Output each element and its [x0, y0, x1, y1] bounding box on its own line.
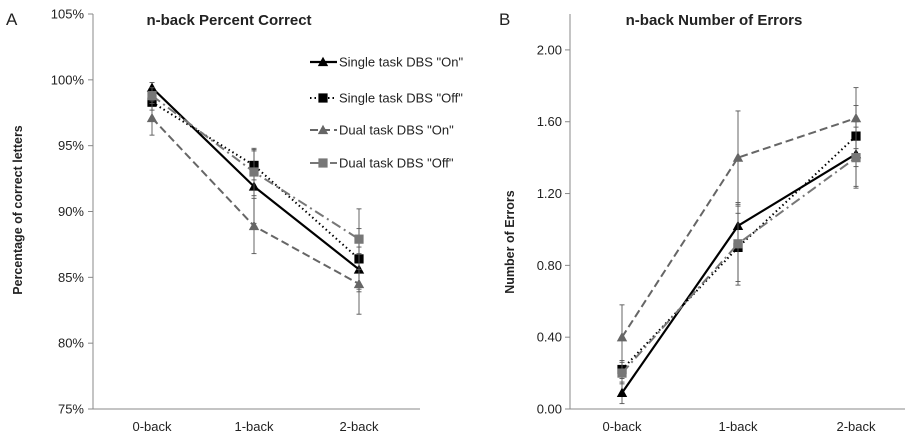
panel-a-y-tick-label: 95%: [58, 138, 84, 153]
panel-b-y-tick-label: 0.80: [537, 258, 562, 273]
panel-a-y-tick-label: 90%: [58, 204, 84, 219]
panel-a-x-tick-label: 1-back: [234, 419, 274, 434]
panel-a-letter: A: [6, 10, 18, 29]
panel-a-y-tick-label: 105%: [51, 7, 85, 22]
legend-label: Dual task DBS "Off": [339, 156, 454, 171]
legend-item-2: Single task DBS "Off": [310, 91, 463, 106]
panel-a-y-tick-label: 85%: [58, 270, 84, 285]
panel-b-x-tick-label: 0-back: [602, 419, 642, 434]
legend-marker: [317, 56, 329, 67]
legend: Single task DBS "On" Single task DBS "Off…: [310, 55, 464, 171]
data-point: [616, 387, 628, 398]
panel-a: A n-back Percent Correct Percentage of c…: [6, 7, 464, 435]
panel-b-title: n-back Number of Errors: [626, 12, 803, 29]
data-point: [733, 239, 743, 249]
data-point: [147, 91, 157, 101]
legend-marker: [318, 93, 328, 103]
panel-a-x-tick-label: 2-back: [339, 419, 379, 434]
panel-b-y-tick-label: 0.40: [537, 330, 562, 345]
panel-b-axes: 0.00 0.40 0.80 1.20 1.60 2.00 0-back 1-back 2-ba…: [537, 14, 905, 434]
data-point: [249, 167, 259, 177]
panel-b-y-tick-label: 1.60: [537, 114, 562, 129]
data-point: [850, 112, 862, 123]
panel-a-x-tick-label: 0-back: [132, 419, 172, 434]
panel-b-y-tick-label: 0.00: [537, 402, 562, 417]
legend-item-1: Single task DBS "On": [310, 55, 464, 70]
panel-a-y-tick-label: 80%: [58, 336, 84, 351]
data-point: [732, 152, 744, 162]
panel-b-y-axis-title: Number of Errors: [503, 190, 517, 294]
panel-a-series: [146, 82, 365, 315]
panel-a-series-4: [147, 87, 364, 270]
data-point: [353, 278, 365, 289]
panel-b-series: [616, 87, 862, 405]
panel-a-y-tick-label: 75%: [58, 402, 84, 417]
legend-label: Single task DBS "On": [339, 55, 464, 70]
panel-a-axes: 75% 80% 85% 90% 95% 100% 105% 0-back 1-back 2-bac…: [51, 7, 420, 434]
data-point: [248, 220, 260, 231]
data-point: [616, 331, 628, 342]
data-point: [146, 82, 158, 92]
data-point: [146, 112, 158, 123]
panel-b-series-4: [617, 126, 861, 385]
panel-a-y-axis-title: Percentage of correct letters: [11, 125, 25, 295]
panel-b-x-tick-label: 2-back: [836, 419, 876, 434]
panel-a-y-tick-label: 100%: [51, 72, 85, 87]
panel-b-y-tick-label: 1.20: [537, 186, 562, 201]
legend-label: Single task DBS "Off": [339, 91, 463, 106]
data-point: [354, 234, 364, 244]
panel-a-series-3: [146, 100, 365, 315]
legend-marker: [317, 124, 329, 135]
panel-b-y-tick-label: 2.00: [537, 42, 562, 57]
panel-a-title: n-back Percent Correct: [146, 12, 311, 29]
data-point: [617, 368, 627, 378]
data-point: [851, 153, 861, 163]
legend-label: Dual task DBS "On": [339, 123, 454, 138]
legend-marker: [318, 158, 328, 168]
legend-item-3: Dual task DBS "On": [310, 123, 454, 138]
panel-b-letter: B: [499, 10, 510, 29]
panel-b-x-tick-label: 1-back: [718, 419, 758, 434]
legend-item-4: Dual task DBS "Off": [310, 156, 454, 171]
panel-b: B n-back Number of Errors Number of Erro…: [499, 10, 905, 434]
